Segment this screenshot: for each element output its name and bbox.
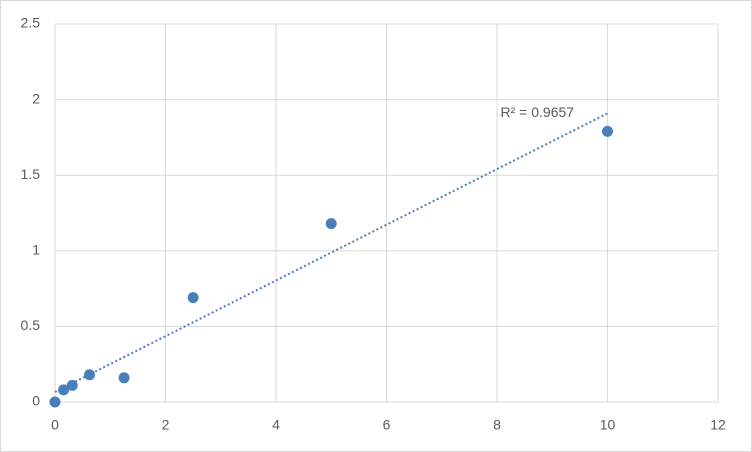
y-tick-label: 0.5 <box>21 317 41 333</box>
point <box>325 218 337 230</box>
point <box>66 379 78 391</box>
point <box>118 372 130 384</box>
point <box>84 369 96 381</box>
y-tick-label: 2.5 <box>21 15 41 31</box>
x-tick-label: 2 <box>162 417 170 433</box>
trendline-label: R² = 0.9657 <box>501 104 575 120</box>
x-tick-label: 8 <box>493 417 501 433</box>
point <box>187 292 199 304</box>
x-tick-label: 10 <box>600 417 616 433</box>
point <box>58 384 70 396</box>
y-tick-label: 0 <box>32 393 40 409</box>
x-tick-label: 0 <box>51 417 59 433</box>
x-tick-label: 4 <box>272 417 280 433</box>
x-tick-label: 12 <box>710 417 726 433</box>
point <box>602 125 613 137</box>
y-tick-label: 1.5 <box>21 166 41 182</box>
point <box>49 396 61 408</box>
x-tick-label: 6 <box>383 417 391 433</box>
y-tick-label: 1 <box>32 242 40 258</box>
y-tick-label: 2 <box>32 90 40 106</box>
